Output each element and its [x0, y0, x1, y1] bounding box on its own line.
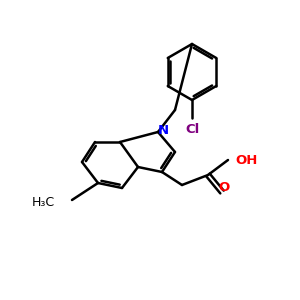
- Text: N: N: [158, 124, 169, 136]
- Text: O: O: [218, 181, 230, 194]
- Text: Cl: Cl: [185, 123, 199, 136]
- Text: H₃C: H₃C: [32, 196, 55, 208]
- Text: OH: OH: [235, 154, 257, 166]
